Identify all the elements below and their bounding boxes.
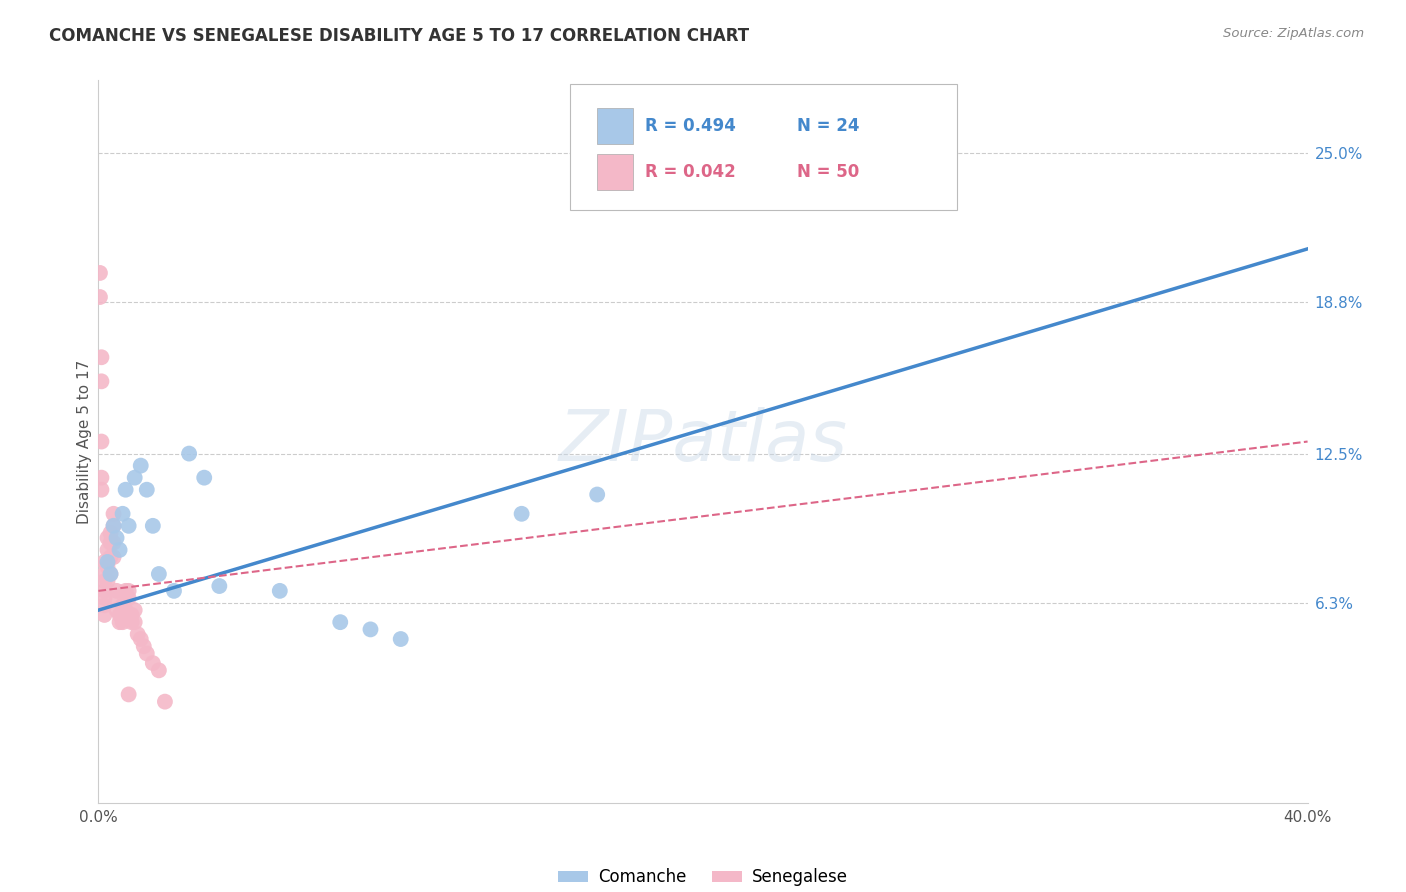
Text: COMANCHE VS SENEGALESE DISABILITY AGE 5 TO 17 CORRELATION CHART: COMANCHE VS SENEGALESE DISABILITY AGE 5 … bbox=[49, 27, 749, 45]
Text: Source: ZipAtlas.com: Source: ZipAtlas.com bbox=[1223, 27, 1364, 40]
Point bbox=[904, 141, 927, 155]
FancyBboxPatch shape bbox=[569, 84, 957, 211]
Point bbox=[360, 623, 382, 637]
Point bbox=[121, 615, 143, 630]
Point bbox=[103, 535, 125, 549]
Point bbox=[103, 519, 125, 533]
Text: R = 0.042: R = 0.042 bbox=[645, 163, 735, 181]
FancyBboxPatch shape bbox=[596, 108, 633, 144]
Legend: Comanche, Senegalese: Comanche, Senegalese bbox=[551, 862, 855, 892]
Point bbox=[100, 567, 122, 582]
Point bbox=[586, 487, 609, 501]
Point bbox=[129, 632, 152, 646]
Point bbox=[135, 483, 157, 497]
Point bbox=[108, 542, 131, 557]
Text: N = 50: N = 50 bbox=[797, 163, 859, 181]
Point bbox=[105, 603, 128, 617]
Point bbox=[108, 615, 131, 630]
Point bbox=[111, 507, 134, 521]
Point bbox=[93, 555, 115, 569]
FancyBboxPatch shape bbox=[596, 154, 633, 190]
Point bbox=[89, 266, 111, 280]
Point bbox=[103, 519, 125, 533]
Point bbox=[105, 583, 128, 598]
Point bbox=[96, 542, 118, 557]
Point bbox=[148, 664, 170, 678]
Point bbox=[114, 583, 136, 598]
Point bbox=[111, 615, 134, 630]
Point bbox=[96, 531, 118, 545]
Point bbox=[135, 647, 157, 661]
Point bbox=[100, 526, 122, 541]
Point bbox=[148, 567, 170, 582]
Point bbox=[208, 579, 231, 593]
Point bbox=[179, 446, 201, 460]
Point bbox=[100, 567, 122, 582]
Point bbox=[100, 535, 122, 549]
Point bbox=[127, 627, 149, 641]
Y-axis label: Disability Age 5 to 17: Disability Age 5 to 17 bbox=[77, 359, 91, 524]
Point bbox=[108, 607, 131, 622]
Point bbox=[96, 555, 118, 569]
Point bbox=[124, 471, 146, 485]
Text: R = 0.494: R = 0.494 bbox=[645, 117, 735, 135]
Point bbox=[329, 615, 352, 630]
Point bbox=[118, 583, 141, 598]
Point bbox=[93, 567, 115, 582]
Point bbox=[103, 550, 125, 565]
Point bbox=[142, 519, 165, 533]
Text: N = 24: N = 24 bbox=[797, 117, 860, 135]
Point bbox=[93, 574, 115, 589]
Point bbox=[100, 550, 122, 565]
Point bbox=[389, 632, 412, 646]
Point bbox=[90, 350, 112, 364]
Point bbox=[142, 656, 165, 670]
Point bbox=[93, 607, 115, 622]
Point bbox=[105, 531, 128, 545]
Point bbox=[118, 519, 141, 533]
Point bbox=[153, 695, 176, 709]
Point bbox=[90, 471, 112, 485]
Point bbox=[163, 583, 186, 598]
Point bbox=[124, 615, 146, 630]
Point bbox=[93, 599, 115, 613]
Point bbox=[105, 591, 128, 606]
Point bbox=[111, 599, 134, 613]
Point bbox=[114, 483, 136, 497]
Point bbox=[90, 434, 112, 449]
Point bbox=[193, 471, 215, 485]
Point bbox=[103, 507, 125, 521]
Point bbox=[89, 290, 111, 304]
Point bbox=[93, 591, 115, 606]
Point bbox=[129, 458, 152, 473]
Text: ZIPatlas: ZIPatlas bbox=[558, 407, 848, 476]
Point bbox=[132, 639, 155, 653]
Point bbox=[269, 583, 291, 598]
Point bbox=[114, 603, 136, 617]
Point bbox=[118, 687, 141, 701]
Point bbox=[93, 583, 115, 598]
Point bbox=[121, 607, 143, 622]
Point bbox=[90, 375, 112, 389]
Point bbox=[124, 603, 146, 617]
Point bbox=[510, 507, 533, 521]
Point bbox=[96, 574, 118, 589]
Point bbox=[96, 559, 118, 574]
Point bbox=[90, 483, 112, 497]
Point bbox=[111, 603, 134, 617]
Point bbox=[118, 591, 141, 606]
